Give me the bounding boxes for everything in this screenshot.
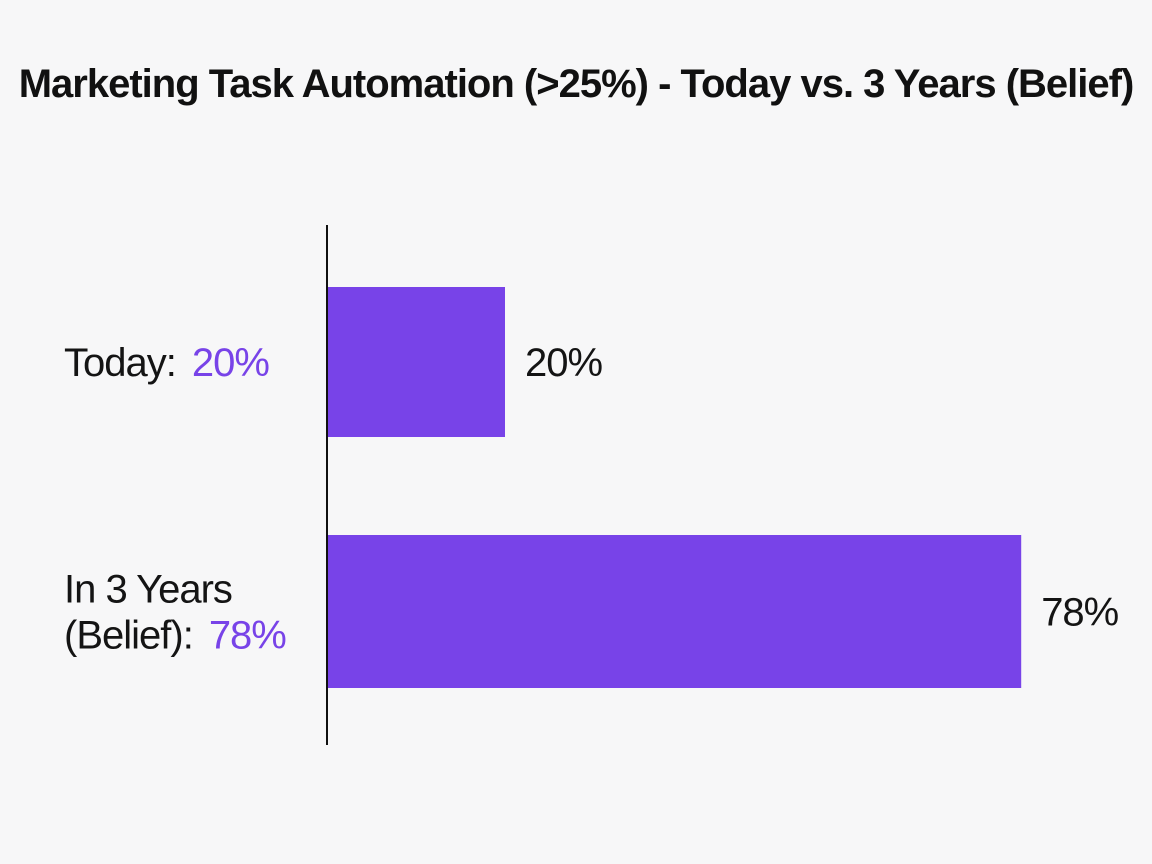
category-name-in-3-years-belief-line-1: In 3 Years [64,568,232,612]
category-label-in-3-years-belief-line-2: (Belief): 78% [64,614,286,658]
category-value-today: 20% [192,341,269,385]
labels-layer: 20%Today: 20%78%In 3 Years(Belief): 78% [64,341,1120,658]
category-label-in-3-years-belief-line-1: In 3 Years [64,568,232,612]
data-label-in-3-years-belief: 78% [1041,591,1118,635]
bar-in-3-years-belief [327,535,1022,688]
bar-today [327,287,505,437]
category-name-today: Today: [64,341,176,385]
category-value-in-3-years-belief: 78% [209,614,286,658]
data-label-today: 20% [525,341,602,385]
bars-layer [327,287,1022,688]
category-label-today: Today: 20% [64,341,269,385]
category-name-in-3-years-belief-line-2: (Belief): [64,614,193,658]
chart-title: Marketing Task Automation (>25%) - Today… [18,62,1135,106]
